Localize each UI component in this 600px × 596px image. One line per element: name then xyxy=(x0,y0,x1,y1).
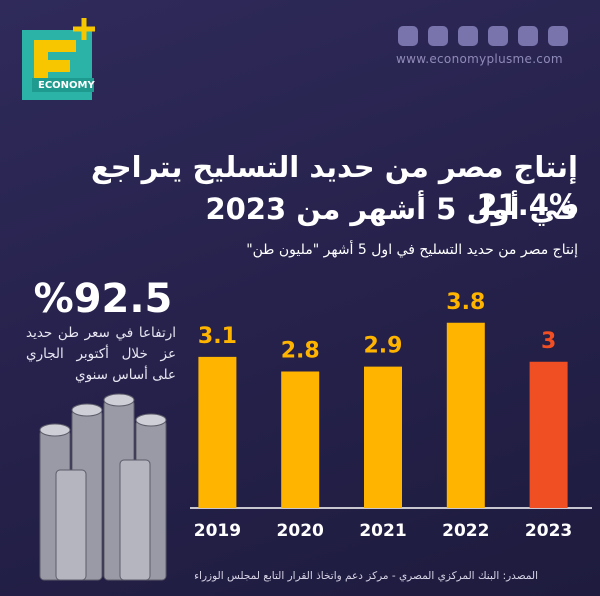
title-line: إنتاج مصر من حديد التسليح يتراجع %21.4 xyxy=(90,150,578,222)
social-icons xyxy=(398,26,568,46)
bar xyxy=(281,371,320,508)
title-line: في أول 5 أشهر من 2023 xyxy=(205,192,578,226)
bar xyxy=(446,322,485,508)
value-label: 3.8 xyxy=(446,290,485,315)
source: المصدر: البنك المركزي المصري - مركز دعم … xyxy=(194,570,538,582)
x-tick-label: 2020 xyxy=(277,521,324,541)
bar xyxy=(364,366,402,508)
x-tick-label: 2019 xyxy=(194,521,241,541)
annotation-text: ارتفاعا في سعر طن حديد عز خلال أكتوبر ال… xyxy=(26,325,176,383)
value-label: 2.9 xyxy=(364,334,403,359)
steel-illustration xyxy=(39,393,167,581)
value-label: 3 xyxy=(541,329,556,354)
value-label: 2.8 xyxy=(281,339,320,364)
logo-plus xyxy=(73,18,95,40)
x-tick-label: 2021 xyxy=(359,521,406,541)
bar xyxy=(529,361,568,508)
value-label: 3.1 xyxy=(198,324,237,349)
bar xyxy=(198,356,237,508)
x-tick-label: 2022 xyxy=(442,521,489,541)
x-tick-label: 2023 xyxy=(525,521,572,541)
website: www.economyplusme.com xyxy=(396,52,563,66)
subtitle: إنتاج مصر من حديد التسليح في اول 5 أشهر … xyxy=(246,242,578,258)
logo-band xyxy=(32,78,94,92)
annotation-headline: %92.5 xyxy=(33,276,173,322)
logo-text: ECONOMY xyxy=(38,80,95,91)
